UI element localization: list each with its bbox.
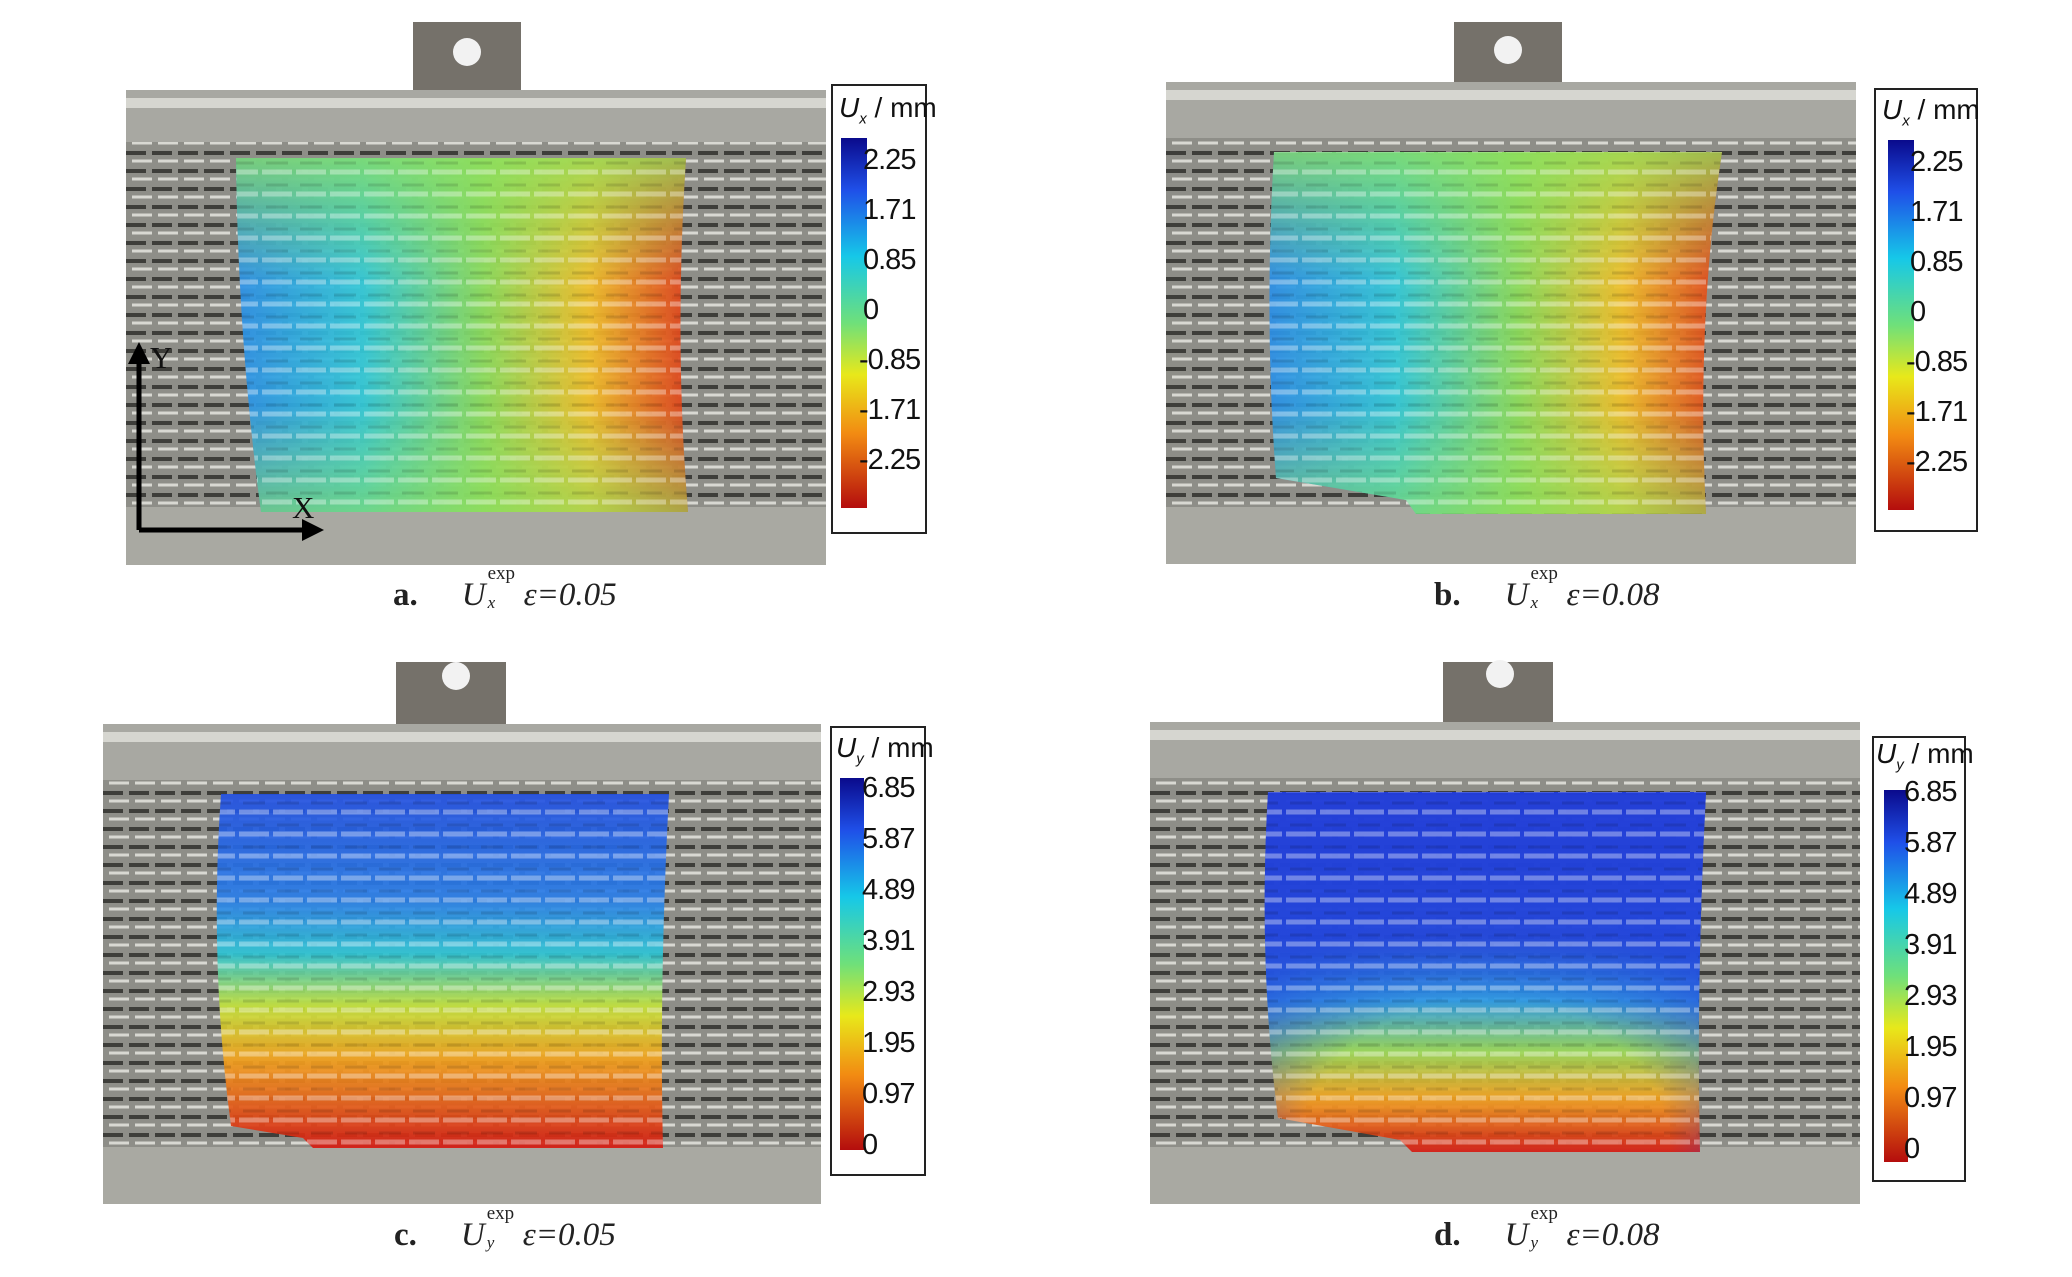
colorbar-tick: 5.87 [862,823,915,855]
grip-hole [442,662,470,690]
bottom-clamp [126,507,826,565]
colorbar-tick: -1.71 [859,394,921,426]
colorbar-tick: 2.93 [1904,980,1957,1012]
specimen-image [1150,660,1860,1204]
specimen-image [103,662,821,1204]
colorbar-tick: 0.85 [863,244,916,276]
colorbar-tick: -0.85 [1906,346,1968,378]
panel-d: Uy / mm 6.85 5.87 4.89 3.91 2.93 1.95 0.… [1150,660,1980,1262]
bottom-clamp [103,1147,821,1204]
colorbar-tick: 1.71 [1910,196,1963,228]
colorbar-tick: 1.71 [863,194,916,226]
colorbar-tick: -1.71 [1906,396,1968,428]
colorbar: Ux / mm 2.25 1.71 0.85 0 -0.85 -1.71 -2.… [831,84,937,534]
colorbar-tick: 0.85 [1910,246,1963,278]
panel-b: Ux / mm 2.25 1.71 0.85 0 -0.85 -1.71 -2.… [1166,22,1996,622]
grip-hole [453,38,481,66]
specimen-image [126,22,826,565]
colorbar-tick: 2.25 [863,144,916,176]
colorbar: Ux / mm 2.25 1.71 0.85 0 -0.85 -1.71 -2.… [1874,88,1980,532]
colorbar-title: Uy / mm [836,732,934,768]
colorbar-title: Uy / mm [1876,738,1974,774]
colorbar-tick: 6.85 [1904,776,1957,808]
colorbar-gradient [1888,140,1914,510]
colorbar-tick: 0 [862,1129,878,1161]
colorbar-tick: 5.87 [1904,827,1957,859]
x-axis-label: X [292,490,315,525]
colorbar-gradient [840,778,864,1150]
colorbar: Uy / mm 6.85 5.87 4.89 3.91 2.93 1.95 0.… [1872,736,1974,1182]
colorbar-tick: 1.95 [862,1027,915,1059]
colorbar-tick: -2.25 [1906,446,1968,478]
colorbar: Uy / mm 6.85 5.87 4.89 3.91 2.93 1.95 0.… [830,726,934,1176]
colorbar-tick: 3.91 [1904,929,1957,961]
colorbar-tick: 4.89 [862,874,915,906]
colorbar-title: Ux / mm [839,92,937,128]
colorbar-gradient [841,138,867,508]
colorbar-gradient [1884,790,1908,1162]
colorbar-tick: 0.97 [862,1078,915,1110]
colorbar-tick: 1.95 [1904,1031,1957,1063]
panel-a: Y X Ux / mm 2.25 1.71 0.85 0 -0.85 -1.71… [126,22,956,622]
colorbar-tick: 0.97 [1904,1082,1957,1114]
colorbar-tick: 0 [863,294,879,326]
colorbar-tick: 6.85 [862,772,915,804]
bottom-clamp [1150,1147,1860,1204]
colorbar-tick: 2.93 [862,976,915,1008]
colorbar-tick: 4.89 [1904,878,1957,910]
specimen-image [1166,22,1856,564]
colorbar-title: Ux / mm [1882,94,1980,130]
colorbar-tick: 2.25 [1910,146,1963,178]
colorbar-tick: -2.25 [859,444,921,476]
panel-c: Uy / mm 6.85 5.87 4.89 3.91 2.93 1.95 0.… [103,662,934,1262]
colorbar-tick: 3.91 [862,925,915,957]
colorbar-tick: -0.85 [859,344,921,376]
grip-hole [1494,36,1522,64]
colorbar-tick: 0 [1910,296,1926,328]
bottom-clamp [1166,507,1856,564]
colorbar-tick: 0 [1904,1133,1920,1165]
grip-hole [1486,660,1514,688]
y-axis-label: Y [150,340,173,375]
